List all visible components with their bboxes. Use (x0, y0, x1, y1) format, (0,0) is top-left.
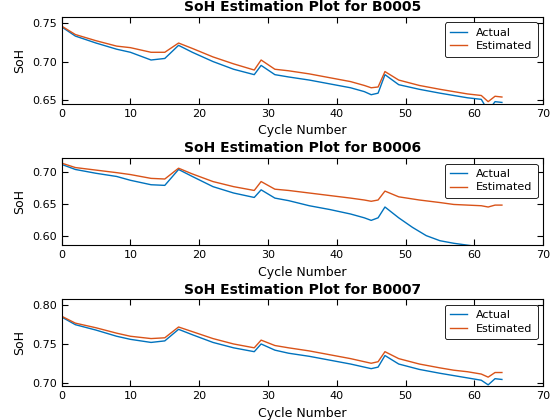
Estimated (478, 372, 484, 377)
Actual (244, 194, 251, 199)
Estimated (58, 160, 65, 165)
Actual (189, 332, 195, 337)
Actual (58, 315, 65, 320)
Estimated (161, 335, 168, 340)
Estimated (285, 188, 292, 193)
Actual (485, 247, 492, 252)
X-axis label: Cycle Number: Cycle Number (258, 265, 347, 278)
Estimated (498, 370, 505, 375)
Line: Actual: Actual (62, 164, 502, 249)
Actual (498, 244, 505, 249)
Title: SoH Estimation Plot for B0006: SoH Estimation Plot for B0006 (184, 142, 421, 155)
Actual (437, 238, 444, 243)
Actual (244, 70, 251, 75)
Actual (478, 97, 484, 102)
Legend: Actual, Estimated: Actual, Estimated (445, 163, 538, 198)
Actual (189, 50, 195, 55)
Line: Estimated: Estimated (62, 316, 502, 377)
Actual (285, 351, 292, 356)
Estimated (189, 171, 195, 176)
Actual (285, 74, 292, 79)
Estimated (478, 93, 484, 98)
X-axis label: Cycle Number: Cycle Number (258, 124, 347, 137)
Line: Actual: Actual (62, 317, 502, 385)
Estimated (437, 365, 444, 370)
Estimated (478, 203, 484, 208)
Actual (189, 174, 195, 179)
Actual (58, 24, 65, 29)
Estimated (244, 186, 251, 192)
Estimated (498, 94, 505, 100)
Estimated (498, 202, 505, 207)
Actual (244, 348, 251, 353)
Legend: Actual, Estimated: Actual, Estimated (445, 305, 538, 339)
Estimated (58, 314, 65, 319)
Estimated (437, 200, 444, 205)
Actual (161, 56, 168, 61)
Estimated (161, 50, 168, 55)
Actual (437, 91, 444, 96)
Line: Estimated: Estimated (62, 163, 502, 207)
Actual (161, 183, 168, 188)
Actual (478, 378, 484, 383)
Title: SoH Estimation Plot for B0007: SoH Estimation Plot for B0007 (184, 283, 421, 297)
Actual (285, 198, 292, 203)
Actual (478, 244, 484, 249)
Estimated (244, 66, 251, 71)
Estimated (485, 205, 492, 210)
Estimated (485, 99, 492, 104)
Line: Estimated: Estimated (62, 26, 502, 102)
Y-axis label: SoH: SoH (13, 330, 26, 355)
Actual (58, 162, 65, 167)
X-axis label: Cycle Number: Cycle Number (258, 407, 347, 420)
Actual (161, 339, 168, 344)
Legend: Actual, Estimated: Actual, Estimated (445, 22, 538, 57)
Actual (437, 371, 444, 376)
Actual (485, 108, 492, 113)
Estimated (437, 87, 444, 92)
Actual (498, 377, 505, 382)
Estimated (58, 24, 65, 29)
Title: SoH Estimation Plot for B0005: SoH Estimation Plot for B0005 (184, 0, 421, 14)
Estimated (161, 176, 168, 181)
Estimated (485, 375, 492, 380)
Estimated (285, 345, 292, 350)
Y-axis label: SoH: SoH (13, 48, 26, 73)
Line: Actual: Actual (62, 27, 502, 111)
Estimated (189, 329, 195, 334)
Actual (485, 382, 492, 387)
Estimated (244, 344, 251, 349)
Actual (498, 100, 505, 105)
Estimated (285, 68, 292, 74)
Estimated (189, 46, 195, 51)
Y-axis label: SoH: SoH (13, 189, 26, 214)
